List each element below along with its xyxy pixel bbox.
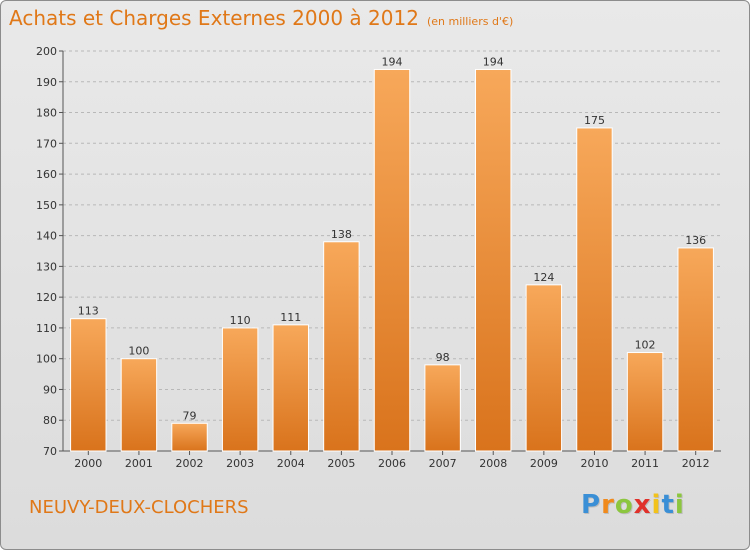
y-tick-label: 110 bbox=[36, 322, 57, 335]
x-tick-label: 2011 bbox=[631, 457, 659, 470]
bar-2005 bbox=[323, 241, 360, 452]
bar-2001 bbox=[120, 358, 158, 452]
data-label: 79 bbox=[183, 409, 197, 422]
y-tick-label: 140 bbox=[36, 230, 57, 243]
x-tick-label: 2004 bbox=[277, 457, 305, 470]
y-tick-label: 80 bbox=[43, 414, 57, 427]
x-tick-label: 2008 bbox=[479, 457, 507, 470]
x-tick-label: 2007 bbox=[429, 457, 457, 470]
bar-2010 bbox=[576, 127, 613, 452]
x-tick-label: 2001 bbox=[125, 457, 153, 470]
y-tick-label: 170 bbox=[36, 137, 57, 150]
bar-2012 bbox=[677, 247, 714, 452]
bar-2009 bbox=[525, 284, 563, 452]
x-tick-labels: 2000 2001 2002 2003 2004 2005 2006 2007 2008 2009… bbox=[74, 451, 710, 470]
data-label: 136 bbox=[685, 234, 706, 247]
proxiti-logo: Proxiti bbox=[581, 490, 685, 520]
data-label: 124 bbox=[533, 271, 554, 284]
commune-name: NEUVY-DEUX-CLOCHERS bbox=[29, 497, 249, 518]
y-tick-label: 70 bbox=[43, 445, 57, 458]
logo-letter: P bbox=[581, 490, 602, 520]
y-tick-label: 160 bbox=[36, 168, 57, 181]
data-label: 111 bbox=[280, 311, 301, 324]
logo-letter: r bbox=[601, 490, 615, 520]
y-tick-label: 130 bbox=[36, 260, 57, 273]
chart-title-text: Achats et Charges Externes 2000 à 2012 bbox=[9, 6, 419, 30]
bar-2007 bbox=[424, 364, 461, 452]
logo-letter: o bbox=[614, 490, 634, 520]
x-tick-label: 2003 bbox=[226, 457, 254, 470]
logo-letter: x bbox=[633, 490, 652, 520]
data-label: 100 bbox=[128, 345, 149, 358]
bars bbox=[70, 68, 714, 452]
data-labels: 113 100 79 110 111 138 194 98 194 124 175 102 136 bbox=[78, 55, 706, 422]
data-label: 113 bbox=[78, 305, 99, 318]
chart-title: Achats et Charges Externes 2000 à 2012 (e… bbox=[9, 6, 513, 30]
logo-letter: t bbox=[661, 490, 675, 520]
chart-subtitle: (en milliers d'€) bbox=[426, 15, 514, 28]
x-tick-label: 2005 bbox=[327, 457, 355, 470]
data-label: 194 bbox=[483, 55, 504, 68]
x-tick-label: 2012 bbox=[682, 457, 710, 470]
y-tick-label: 150 bbox=[36, 199, 57, 212]
data-label: 102 bbox=[635, 339, 656, 352]
bar-2004 bbox=[272, 324, 309, 452]
bar-2000 bbox=[70, 318, 107, 452]
data-label: 175 bbox=[584, 114, 605, 127]
data-label: 110 bbox=[230, 314, 251, 327]
bar-2006 bbox=[373, 68, 411, 452]
logo-letter: i bbox=[674, 490, 685, 520]
x-tick-label: 2010 bbox=[580, 457, 608, 470]
data-label: 138 bbox=[331, 228, 352, 241]
y-tick-label: 190 bbox=[36, 76, 57, 89]
y-tick-labels: 70 80 90 100 110 120 130 140 150 160 170 180 190 200 bbox=[36, 45, 57, 458]
bar-2011 bbox=[626, 352, 664, 452]
bar-2008 bbox=[475, 68, 512, 452]
y-tick-label: 100 bbox=[36, 353, 57, 366]
y-tick-label: 120 bbox=[36, 291, 57, 304]
bar-2002 bbox=[171, 422, 208, 452]
data-label: 194 bbox=[382, 55, 403, 68]
x-tick-label: 2006 bbox=[378, 457, 406, 470]
y-tick-label: 180 bbox=[36, 107, 57, 120]
y-tick-label: 90 bbox=[43, 383, 57, 396]
y-tick-label: 200 bbox=[36, 45, 57, 58]
x-tick-label: 2002 bbox=[176, 457, 204, 470]
logo-letter: i bbox=[651, 490, 662, 520]
x-tick-label: 2000 bbox=[74, 457, 102, 470]
x-tick-label: 2009 bbox=[530, 457, 558, 470]
data-label: 98 bbox=[436, 351, 450, 364]
bar-2003 bbox=[221, 327, 259, 452]
